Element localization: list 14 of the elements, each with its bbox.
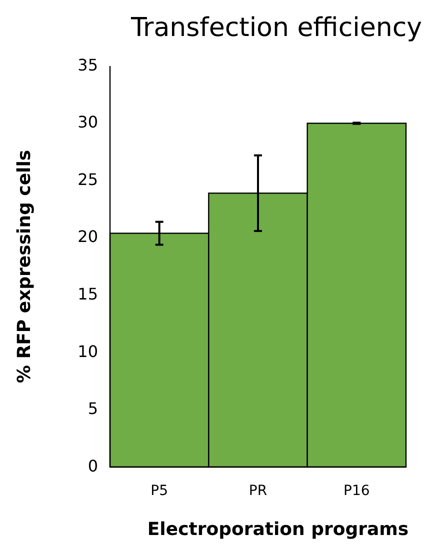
y-tick-label: 20	[78, 227, 98, 246]
y-tick-label: 30	[78, 112, 98, 132]
y-tick-label: 5	[88, 399, 98, 418]
x-tick-label: PR	[248, 483, 268, 499]
y-tick-label: 25	[78, 170, 98, 189]
y-tick-label: 0	[88, 456, 98, 476]
x-axis-title: Electroporation programs	[147, 519, 409, 540]
y-axis-title: % RFP expressing cells	[14, 150, 35, 384]
y-tick-label: 10	[78, 342, 98, 361]
y-tick-label: 15	[78, 284, 98, 304]
y-tick-label: 35	[78, 55, 98, 74]
x-tick-label: P5	[150, 483, 168, 499]
chart-title: Transfection efficiency	[130, 13, 422, 43]
x-tick-label: P16	[344, 483, 370, 499]
